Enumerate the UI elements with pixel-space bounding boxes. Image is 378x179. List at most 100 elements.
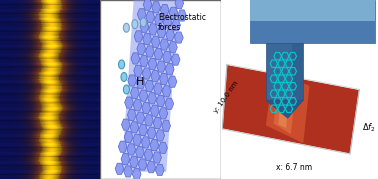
Polygon shape	[278, 74, 291, 128]
Polygon shape	[150, 105, 159, 116]
Circle shape	[123, 23, 129, 32]
Polygon shape	[135, 146, 144, 158]
Polygon shape	[169, 7, 178, 18]
Polygon shape	[149, 24, 157, 35]
Polygon shape	[160, 4, 169, 16]
Text: Electrostatic
forces: Electrostatic forces	[158, 13, 206, 32]
Polygon shape	[142, 102, 150, 114]
Polygon shape	[131, 53, 140, 64]
Polygon shape	[152, 2, 161, 13]
Polygon shape	[155, 14, 163, 25]
Polygon shape	[124, 131, 133, 143]
Polygon shape	[146, 11, 155, 23]
Circle shape	[119, 60, 125, 69]
Polygon shape	[175, 0, 184, 9]
Polygon shape	[155, 164, 164, 175]
Text: x: 6.7 nm: x: 6.7 nm	[276, 163, 312, 172]
Polygon shape	[136, 112, 145, 123]
Polygon shape	[145, 80, 154, 91]
Polygon shape	[115, 163, 124, 174]
Polygon shape	[147, 127, 156, 138]
Polygon shape	[157, 26, 166, 38]
Polygon shape	[142, 68, 151, 79]
Polygon shape	[250, 0, 375, 43]
Polygon shape	[153, 152, 161, 163]
Polygon shape	[136, 78, 145, 89]
Polygon shape	[159, 108, 168, 119]
Polygon shape	[144, 149, 153, 160]
Polygon shape	[169, 42, 177, 53]
Polygon shape	[130, 122, 139, 133]
Polygon shape	[266, 70, 310, 143]
Polygon shape	[125, 97, 133, 108]
Polygon shape	[151, 71, 160, 82]
Polygon shape	[148, 93, 156, 104]
Polygon shape	[127, 144, 136, 155]
Polygon shape	[118, 141, 127, 152]
Polygon shape	[156, 95, 165, 107]
Polygon shape	[153, 117, 162, 129]
Circle shape	[123, 85, 129, 94]
Polygon shape	[266, 100, 303, 118]
Polygon shape	[150, 140, 159, 151]
Polygon shape	[148, 58, 157, 69]
Polygon shape	[172, 20, 180, 31]
Polygon shape	[144, 115, 153, 126]
Polygon shape	[122, 0, 178, 172]
Polygon shape	[143, 33, 152, 45]
Circle shape	[132, 20, 138, 29]
Polygon shape	[121, 153, 130, 165]
Polygon shape	[146, 46, 154, 57]
Circle shape	[140, 18, 146, 27]
Circle shape	[121, 72, 127, 81]
Polygon shape	[163, 17, 172, 28]
Polygon shape	[175, 32, 183, 43]
Polygon shape	[165, 98, 174, 109]
Polygon shape	[147, 162, 156, 173]
Polygon shape	[127, 109, 136, 120]
Polygon shape	[140, 21, 149, 32]
Polygon shape	[151, 36, 160, 47]
Polygon shape	[124, 166, 132, 177]
Polygon shape	[153, 83, 163, 94]
Polygon shape	[133, 100, 142, 111]
Polygon shape	[171, 54, 180, 65]
Polygon shape	[134, 31, 143, 42]
Polygon shape	[266, 43, 303, 100]
Polygon shape	[160, 39, 169, 50]
Polygon shape	[121, 119, 130, 130]
Polygon shape	[178, 10, 186, 21]
Polygon shape	[156, 130, 165, 141]
Polygon shape	[162, 120, 170, 131]
Polygon shape	[222, 64, 359, 154]
Polygon shape	[159, 142, 167, 153]
Polygon shape	[250, 0, 375, 21]
Polygon shape	[162, 86, 171, 97]
Polygon shape	[139, 124, 147, 136]
Polygon shape	[138, 159, 147, 170]
Polygon shape	[166, 29, 175, 40]
Polygon shape	[128, 75, 136, 86]
Text: $\Delta f_2$: $\Delta f_2$	[363, 122, 376, 134]
Polygon shape	[134, 65, 143, 76]
Polygon shape	[292, 43, 303, 100]
Polygon shape	[168, 76, 177, 87]
Polygon shape	[154, 49, 163, 60]
Polygon shape	[163, 51, 171, 62]
Polygon shape	[133, 134, 141, 145]
Polygon shape	[157, 61, 166, 72]
Polygon shape	[143, 0, 152, 10]
Polygon shape	[130, 156, 138, 167]
Polygon shape	[139, 90, 148, 101]
Text: H: H	[136, 77, 144, 87]
Text: y: 10.0 nm: y: 10.0 nm	[213, 80, 239, 114]
Polygon shape	[137, 9, 146, 20]
Polygon shape	[137, 43, 146, 54]
Polygon shape	[166, 64, 174, 75]
Polygon shape	[274, 72, 297, 134]
Polygon shape	[139, 55, 148, 67]
Polygon shape	[132, 169, 141, 179]
Polygon shape	[141, 137, 150, 148]
Polygon shape	[130, 87, 139, 98]
Polygon shape	[160, 73, 168, 84]
